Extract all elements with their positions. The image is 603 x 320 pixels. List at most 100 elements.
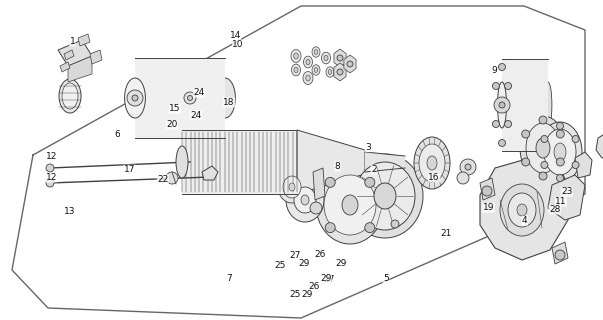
Text: 5: 5	[383, 274, 389, 283]
Circle shape	[188, 95, 192, 100]
Text: 25: 25	[275, 261, 286, 270]
Polygon shape	[575, 152, 592, 178]
Ellipse shape	[303, 56, 312, 68]
Text: 28: 28	[549, 205, 560, 214]
Circle shape	[325, 177, 335, 188]
Polygon shape	[344, 55, 356, 73]
Ellipse shape	[554, 143, 566, 161]
Circle shape	[337, 55, 343, 61]
Text: 2: 2	[371, 165, 377, 174]
Ellipse shape	[312, 65, 320, 75]
Ellipse shape	[536, 138, 550, 158]
Circle shape	[499, 63, 505, 70]
Polygon shape	[596, 132, 603, 158]
Ellipse shape	[355, 162, 415, 230]
Text: 16: 16	[428, 173, 440, 182]
Text: 29: 29	[299, 260, 310, 268]
Circle shape	[522, 158, 529, 166]
Text: 3: 3	[365, 143, 371, 152]
Ellipse shape	[538, 122, 582, 182]
Ellipse shape	[278, 171, 306, 203]
Circle shape	[505, 121, 511, 127]
Text: 17: 17	[124, 165, 136, 174]
Ellipse shape	[312, 47, 320, 57]
Circle shape	[539, 172, 547, 180]
Circle shape	[499, 102, 505, 108]
Text: 12: 12	[46, 173, 57, 182]
Circle shape	[539, 116, 547, 124]
Text: 14: 14	[230, 31, 241, 40]
Text: 26: 26	[314, 250, 325, 259]
Ellipse shape	[520, 116, 566, 180]
Ellipse shape	[283, 176, 301, 198]
Circle shape	[557, 123, 563, 130]
Ellipse shape	[414, 137, 450, 189]
Ellipse shape	[508, 193, 536, 227]
Ellipse shape	[59, 79, 81, 113]
Circle shape	[337, 69, 343, 75]
Text: 13: 13	[63, 207, 75, 216]
Text: 8: 8	[335, 162, 341, 171]
Ellipse shape	[314, 68, 318, 72]
Text: 25: 25	[290, 290, 301, 299]
Ellipse shape	[316, 166, 384, 244]
Circle shape	[522, 130, 529, 138]
Ellipse shape	[286, 178, 324, 222]
Circle shape	[499, 140, 505, 147]
Text: 10: 10	[232, 40, 244, 49]
Polygon shape	[552, 242, 568, 264]
Ellipse shape	[324, 55, 328, 61]
Circle shape	[132, 95, 138, 101]
Ellipse shape	[125, 78, 145, 118]
Circle shape	[482, 186, 492, 196]
Text: 26: 26	[308, 282, 319, 291]
Ellipse shape	[289, 183, 295, 191]
Polygon shape	[68, 56, 92, 82]
Circle shape	[541, 162, 548, 169]
Text: 27: 27	[323, 276, 334, 284]
Text: 15: 15	[169, 104, 181, 113]
Text: 20: 20	[166, 120, 177, 129]
Ellipse shape	[374, 183, 396, 209]
Circle shape	[127, 90, 143, 106]
Ellipse shape	[326, 67, 334, 77]
Circle shape	[505, 83, 511, 90]
Circle shape	[184, 92, 196, 104]
Text: 22: 22	[157, 175, 168, 184]
Text: 24: 24	[191, 111, 201, 120]
Ellipse shape	[62, 83, 78, 109]
Ellipse shape	[321, 52, 330, 64]
Ellipse shape	[306, 75, 311, 81]
Ellipse shape	[291, 50, 301, 62]
Polygon shape	[480, 158, 570, 260]
Ellipse shape	[294, 67, 298, 73]
Polygon shape	[313, 168, 325, 200]
Circle shape	[365, 177, 375, 188]
Polygon shape	[135, 58, 225, 138]
Ellipse shape	[314, 50, 318, 54]
Polygon shape	[297, 130, 365, 194]
Ellipse shape	[215, 78, 235, 118]
Ellipse shape	[301, 195, 309, 205]
Circle shape	[572, 162, 579, 169]
Ellipse shape	[427, 156, 437, 170]
Polygon shape	[64, 50, 74, 60]
Ellipse shape	[544, 129, 576, 175]
Circle shape	[555, 250, 565, 260]
Ellipse shape	[517, 204, 527, 216]
Text: 4: 4	[522, 216, 528, 225]
Circle shape	[347, 61, 353, 67]
Circle shape	[572, 135, 579, 142]
Ellipse shape	[328, 69, 332, 74]
Circle shape	[493, 121, 499, 127]
Polygon shape	[334, 49, 346, 67]
Polygon shape	[365, 152, 405, 172]
Circle shape	[310, 202, 322, 214]
Text: 1: 1	[69, 37, 75, 46]
Polygon shape	[78, 34, 90, 46]
Polygon shape	[334, 63, 346, 81]
Text: 11: 11	[555, 197, 567, 206]
Ellipse shape	[497, 82, 507, 128]
Circle shape	[166, 172, 178, 184]
Ellipse shape	[324, 175, 376, 235]
